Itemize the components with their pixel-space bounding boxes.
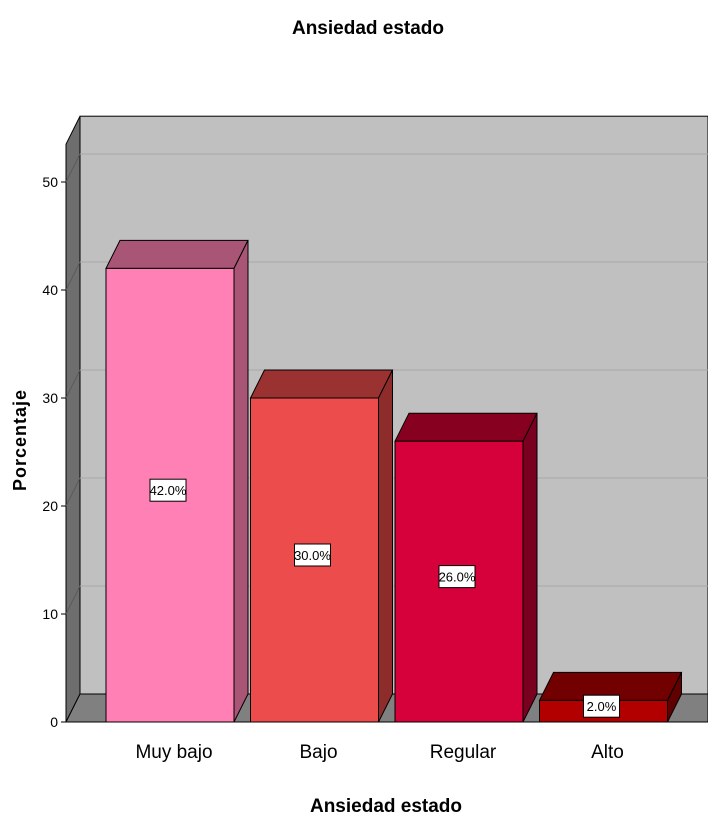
data-label: 30.0% xyxy=(294,548,331,563)
bars: 42.0% 30.0% 26.0% 2.0% xyxy=(105,239,683,723)
x-category-label: Regular xyxy=(430,742,497,763)
bar-top xyxy=(394,412,538,442)
gridline-side xyxy=(65,369,81,399)
x-category-label: Bajo xyxy=(299,742,337,763)
data-label-box xyxy=(149,478,187,502)
bar-top xyxy=(249,369,394,399)
y-axis-label: Porcentaje xyxy=(10,389,30,491)
bar-side xyxy=(233,240,249,723)
bar-group: 42.0% xyxy=(105,239,249,723)
chart-title: Ansiedad estado xyxy=(292,18,444,39)
y-tick-label: 0 xyxy=(50,714,58,730)
gridline-side xyxy=(65,261,81,291)
bar-group: 26.0% xyxy=(394,412,538,723)
y-tick-label: 20 xyxy=(42,498,58,514)
gridline-side xyxy=(65,477,81,507)
data-label: 26.0% xyxy=(439,570,476,585)
bar-side xyxy=(522,412,538,723)
data-label-box xyxy=(438,565,476,589)
x-category-label: Muy bajo xyxy=(135,742,212,763)
bar-side xyxy=(378,369,393,723)
data-label-box xyxy=(294,543,331,567)
y-tick-label: 50 xyxy=(42,174,58,190)
y-tick-label: 30 xyxy=(42,390,58,406)
y-tick-label: 40 xyxy=(42,282,58,298)
bar-group: 30.0% xyxy=(249,369,394,723)
x-axis-label: Ansiedad estado xyxy=(310,796,462,817)
gridline-side xyxy=(65,585,81,615)
left-wall xyxy=(65,115,81,723)
data-label: 42.0% xyxy=(150,483,187,498)
bar-top xyxy=(105,239,249,269)
gridline-side xyxy=(65,153,81,183)
y-axis-ticks: 0 10 20 30 40 50 xyxy=(42,174,66,730)
x-category-label: Alto xyxy=(591,742,624,763)
bar-group: 2.0% xyxy=(538,671,683,723)
x-axis-categories: Muy bajo Bajo Regular Alto xyxy=(135,742,623,763)
y-tick-label: 10 xyxy=(42,606,58,622)
data-label: 2.0% xyxy=(587,699,617,714)
data-label-box xyxy=(583,694,620,718)
